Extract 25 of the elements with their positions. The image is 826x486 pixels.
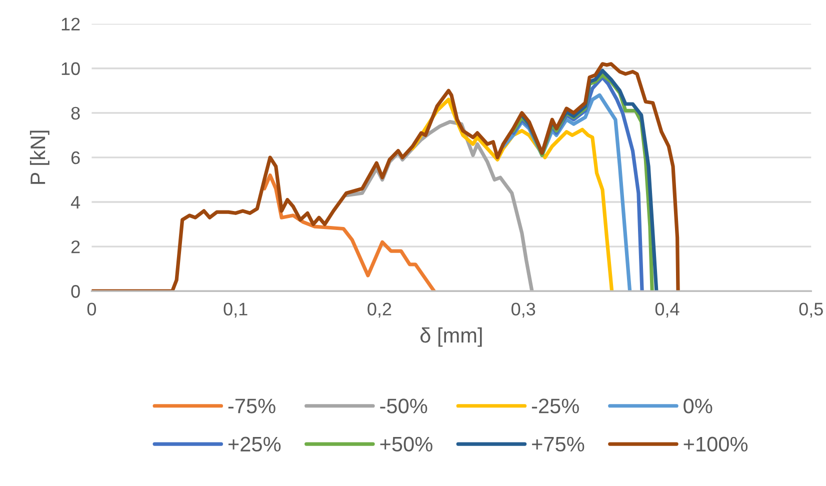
y-tick-label: 6 [71,151,80,164]
legend-label: 0% [684,398,712,414]
y-tick-label: 10 [62,62,80,76]
y-tick-label: 8 [71,106,80,120]
y-tick-label: 2 [71,240,80,254]
legend-label: +50% [380,436,432,452]
x-tick-label: 0,3 [512,302,536,318]
x-tick-label: 0 [87,302,96,316]
x-tick-label: 0,1 [224,302,248,318]
y-tick-label: 4 [70,196,80,209]
x-tick-label: 0,5 [799,302,823,318]
legend-label: +25% [228,436,281,452]
line-series [262,173,436,292]
line-series [92,62,680,292]
x-tick-label: 0,4 [655,302,680,318]
legend-label: -50% [380,398,428,414]
legend-label: -25% [532,398,579,414]
x-axis-title: δ [mm] [420,327,482,347]
legend-label: -75% [228,398,276,414]
legend-label: +100% [684,436,748,452]
x-tick-label: 0,2 [368,302,392,318]
legend-label: +75% [532,436,584,452]
y-tick-label: 12 [62,18,80,30]
y-tick-label: 0 [71,285,80,298]
y-axis-title: P [kN] [30,130,50,184]
